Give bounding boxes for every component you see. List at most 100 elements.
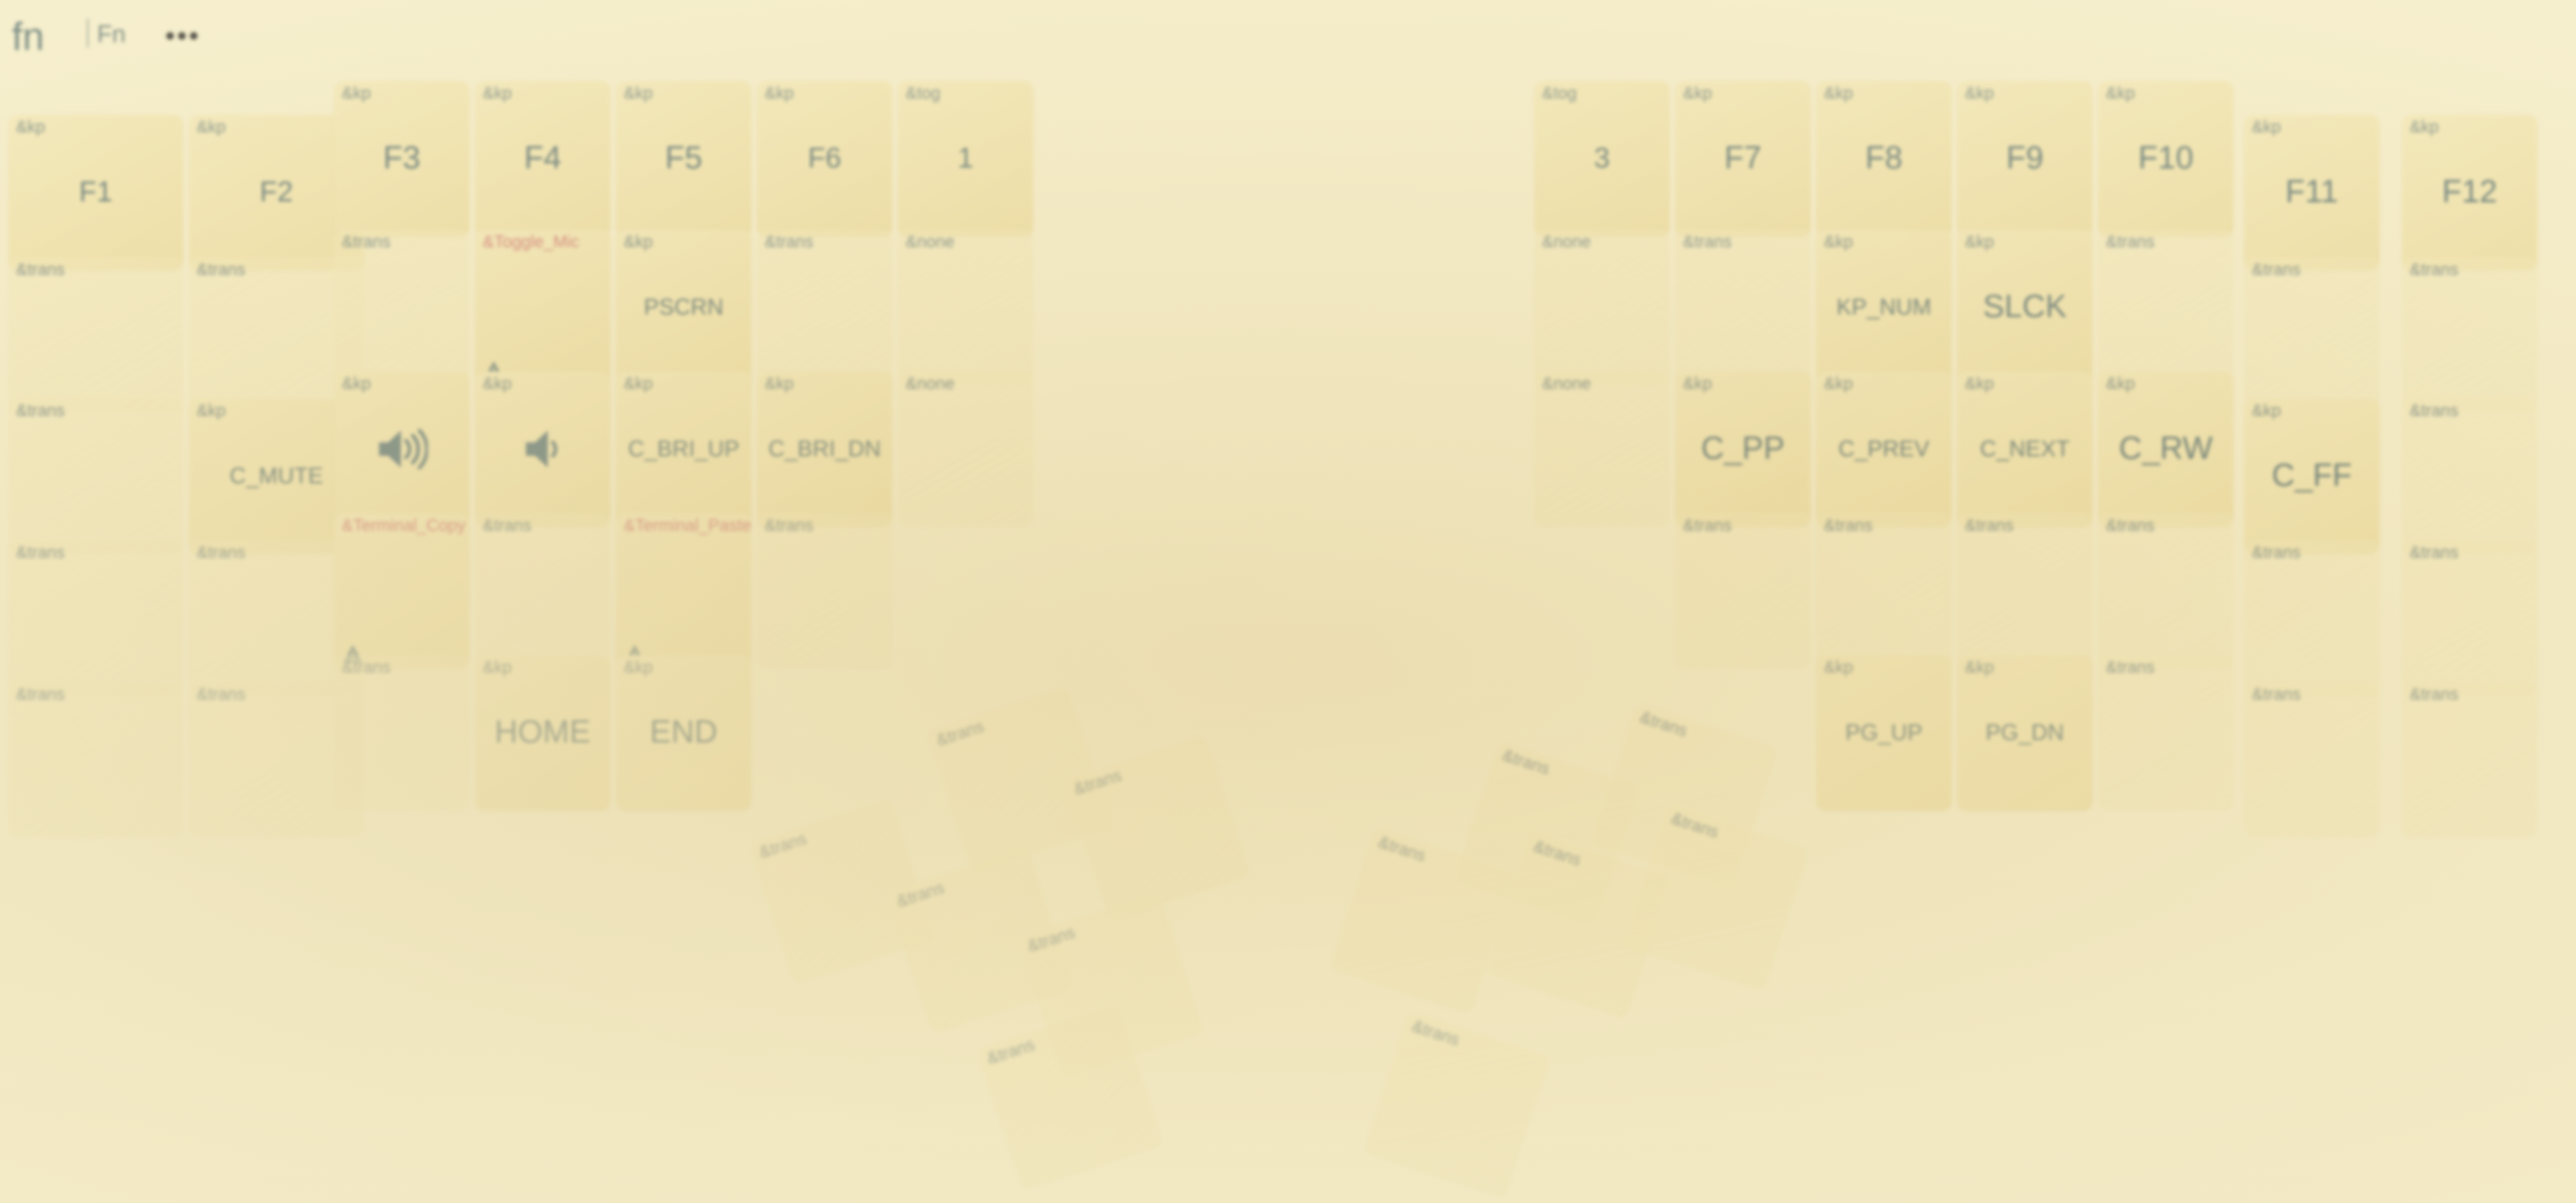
key-behavior-label: &kp: [1824, 375, 1854, 393]
keymap-key[interactable]: &kp C_BRI_DN: [757, 371, 892, 527]
ellipsis-icon[interactable]: [166, 25, 202, 44]
key-behavior-label: &Terminal_Copy: [342, 517, 466, 535]
keymap-key[interactable]: &trans: [334, 230, 469, 385]
keymap-key[interactable]: &trans: [2244, 257, 2379, 413]
keymap-key[interactable]: &trans: [8, 257, 183, 413]
keymap-key[interactable]: &kp F8: [1816, 81, 1951, 236]
keymap-key[interactable]: &trans: [1957, 513, 2092, 669]
key-label: 3: [1594, 142, 1610, 175]
keymap-key[interactable]: &kp: [475, 371, 610, 527]
keymap-key[interactable]: &trans: [475, 513, 610, 669]
keymap-key[interactable]: &trans: [2402, 257, 2537, 413]
keymap-key[interactable]: &kp F12: [2402, 115, 2537, 270]
key-behavior-label: &kp: [197, 118, 226, 137]
key-behavior-label: &trans: [197, 544, 246, 562]
keymap-key[interactable]: &trans: [8, 682, 183, 837]
keymap-key[interactable]: &kp: [334, 371, 469, 527]
keymap-key[interactable]: &Toggle_Mic: [475, 230, 610, 385]
keymap-key[interactable]: &trans: [334, 655, 469, 810]
keymap-key[interactable]: &kp C_BRI_UP: [616, 371, 751, 527]
keymap-key[interactable]: &trans: [2098, 655, 2233, 810]
key-label: F12: [2442, 174, 2498, 210]
keymap-key[interactable]: &none: [898, 371, 1033, 527]
key-behavior-label: &kp: [2106, 375, 2135, 393]
key-behavior-label: &kp: [1824, 84, 1854, 103]
key-behavior-label: &trans: [2410, 544, 2459, 562]
key-behavior-label: &kp: [483, 375, 512, 393]
keymap-key[interactable]: &trans: [8, 398, 183, 554]
key-behavior-label: &trans: [2106, 233, 2155, 252]
keymap-key[interactable]: &kp F6: [757, 81, 892, 236]
key-behavior-label: &kp: [2410, 118, 2439, 137]
keymap-key[interactable]: &kp PG_UP: [1816, 655, 1951, 810]
keymap-key[interactable]: &trans: [757, 513, 892, 669]
keymap-key[interactable]: &trans: [2402, 540, 2537, 696]
key-behavior-label: &kp: [483, 658, 512, 677]
key-behavior-label: &kp: [1824, 658, 1854, 677]
key-behavior-label: &kp: [342, 84, 371, 103]
keymap-key[interactable]: &kp F10: [2098, 81, 2233, 236]
key-behavior-label: &trans: [1824, 517, 1873, 535]
key-label: C_PREV: [1837, 436, 1930, 462]
keymap-key[interactable]: &kp SLCK: [1957, 230, 2092, 385]
key-behavior-label: &trans: [1683, 233, 1732, 252]
key-label: 1: [957, 142, 974, 175]
volume-down-icon: [475, 426, 610, 472]
keymap-key[interactable]: &trans: [2244, 540, 2379, 696]
key-behavior-label: &kp: [1965, 375, 1994, 393]
key-behavior-label: &trans: [342, 233, 391, 252]
key-behavior-label: &none: [906, 233, 955, 252]
keymap-key[interactable]: &trans: [2244, 682, 2379, 837]
keymap-key[interactable]: &kp C_FF: [2244, 398, 2379, 554]
keymap-key[interactable]: &kp F1: [8, 115, 183, 270]
keymap-key[interactable]: &Terminal_Paste: [616, 513, 751, 669]
key-behavior-label: &kp: [197, 402, 226, 420]
key-behavior-label: &trans: [1637, 707, 1690, 741]
keymap-key[interactable]: &kp PSCRN: [616, 230, 751, 385]
key-behavior-label: &trans: [197, 261, 246, 279]
key-label: KP_NUM: [1836, 294, 1932, 320]
keymap-key[interactable]: &trans: [1675, 513, 1810, 669]
key-behavior-label: &kp: [2252, 118, 2281, 137]
keymap-key[interactable]: &trans: [2098, 513, 2233, 669]
keymap-key[interactable]: &trans: [2402, 682, 2537, 837]
keymap-key[interactable]: &kp F7: [1675, 81, 1810, 236]
key-behavior-label: &trans: [2106, 517, 2155, 535]
keymap-key[interactable]: &kp F11: [2244, 115, 2379, 270]
keymap-key[interactable]: &kp C_RW: [2098, 371, 2233, 527]
keymap-key[interactable]: &trans: [2402, 398, 2537, 554]
keymap-key[interactable]: &kp F5: [616, 81, 751, 236]
keymap-key[interactable]: &Terminal_Copy: [334, 513, 469, 669]
keymap-key[interactable]: &kp KP_NUM: [1816, 230, 1951, 385]
keymap-key[interactable]: &trans: [2098, 230, 2233, 385]
keymap-key[interactable]: &none: [1534, 230, 1670, 385]
keymap-key[interactable]: &kp F4: [475, 81, 610, 236]
key-label: F7: [1724, 140, 1762, 176]
key-behavior-label: &kp: [1965, 233, 1994, 252]
key-behavior-label: &tog: [906, 84, 941, 103]
keymap-key[interactable]: &kp F3: [334, 81, 469, 236]
keymap-key[interactable]: &tog 1: [898, 81, 1033, 236]
key-behavior-label: &trans: [16, 544, 65, 562]
keymap-key[interactable]: &kp F9: [1957, 81, 2092, 236]
key-behavior-label: &Toggle_Mic: [483, 233, 580, 252]
key-label: SLCK: [1983, 289, 2067, 325]
keymap-key[interactable]: &kp C_PREV: [1816, 371, 1951, 527]
key-behavior-label: &none: [1542, 233, 1591, 252]
key-behavior-label: &trans: [2410, 685, 2459, 704]
keymap-key[interactable]: &kp C_PP: [1675, 371, 1810, 527]
keymap-key[interactable]: &trans: [1675, 230, 1810, 385]
keymap-key[interactable]: &kp HOME: [475, 655, 610, 810]
keymap-key[interactable]: &tog 3: [1534, 81, 1670, 236]
keymap-key[interactable]: &none: [1534, 371, 1670, 527]
keymap-key[interactable]: &kp C_NEXT: [1957, 371, 2092, 527]
keymap-key[interactable]: &kp PG_DN: [1957, 655, 2092, 810]
key-behavior-label: &none: [1542, 375, 1591, 393]
keymap-key[interactable]: &trans: [8, 540, 183, 696]
keymap-thumb-key[interactable]: &trans: [1363, 1011, 1550, 1199]
key-label: PG_DN: [1985, 719, 2065, 745]
keymap-key[interactable]: &kp END: [616, 655, 751, 810]
keymap-key[interactable]: &none: [898, 230, 1033, 385]
keymap-key[interactable]: &trans: [757, 230, 892, 385]
keymap-key[interactable]: &trans: [1816, 513, 1951, 669]
